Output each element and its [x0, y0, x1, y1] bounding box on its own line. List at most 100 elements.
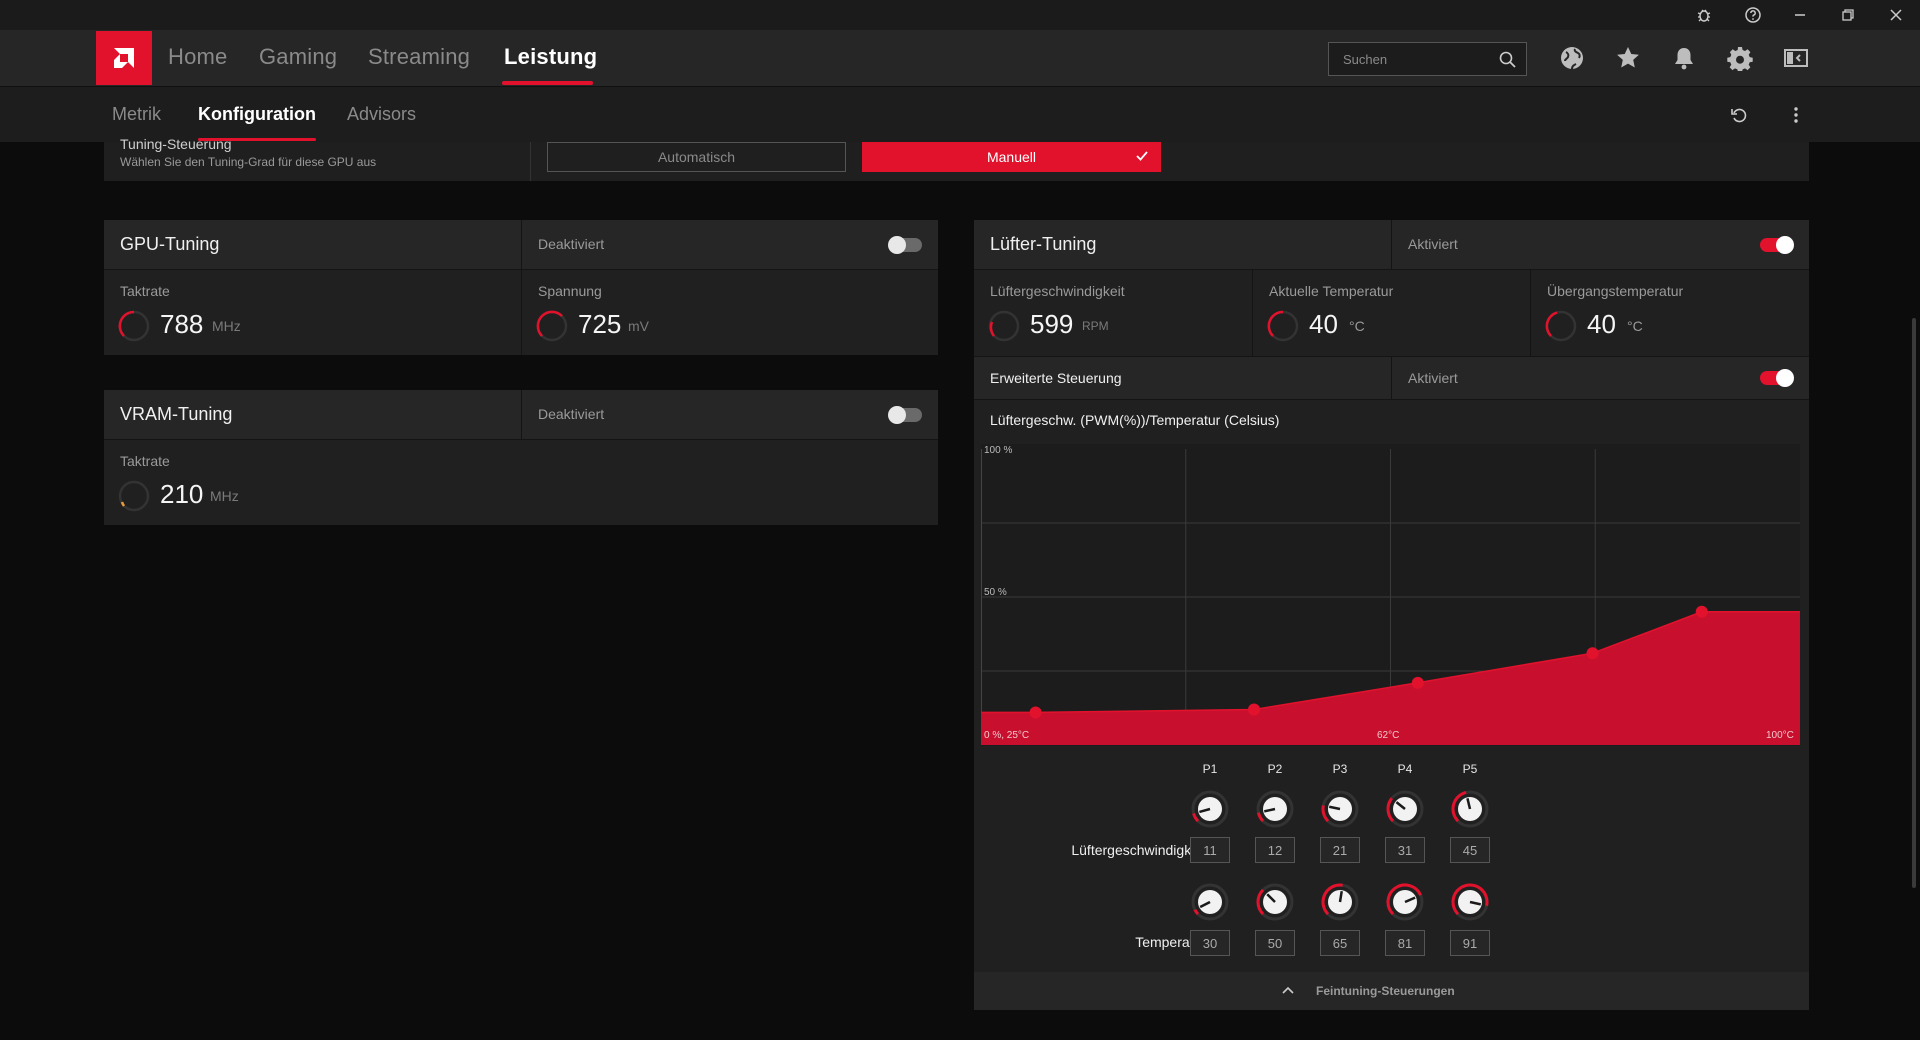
divider	[1391, 357, 1392, 399]
nav-tab-streaming[interactable]: Streaming	[368, 44, 471, 69]
help-icon[interactable]	[1741, 3, 1765, 27]
automatic-button-label: Automatisch	[657, 149, 736, 165]
fan-speed-knob-p2[interactable]	[1255, 789, 1295, 829]
point-label-p3: P3	[1332, 762, 1348, 776]
junction-temp-gauge-icon	[1545, 310, 1577, 342]
tuning-control-subtitle: Wählen Sie den Tuning-Grad für diese GPU…	[120, 155, 377, 169]
point-label-p4: P4	[1397, 762, 1413, 776]
scrollbar[interactable]	[1912, 318, 1916, 888]
fan-speed-label: Lüftergeschwindigkeit	[990, 283, 1125, 299]
vram-clock-gauge-icon	[118, 480, 150, 512]
bug-icon[interactable]	[1692, 3, 1716, 27]
fan-speed-unit: RPM	[1082, 319, 1109, 333]
divider	[1391, 220, 1392, 269]
manual-button-label: Manuell	[986, 149, 1037, 165]
temperature-knob-p1[interactable]	[1190, 882, 1230, 922]
sub-navigation: Metrik Konfiguration Advisors	[0, 86, 1920, 142]
automatic-button[interactable]: Automatisch	[547, 142, 846, 172]
tuning-control-panel: Tuning-Steuerung Wählen Sie den Tuning-G…	[104, 136, 1809, 181]
fan-speed-knob-p5[interactable]	[1450, 789, 1490, 829]
fan-curve-point-4[interactable]	[1586, 647, 1599, 660]
point-label-p5: P5	[1462, 762, 1478, 776]
chevron-up-icon[interactable]	[1280, 983, 1296, 999]
vram-tuning-toggle[interactable]	[888, 406, 922, 424]
nav-tab-gaming[interactable]: Gaming	[259, 44, 338, 69]
nav-tab-home[interactable]: Home	[168, 44, 228, 69]
search-icon[interactable]	[1498, 50, 1518, 70]
fan-speed-row-label: Lüftergeschwindigkeit	[1071, 842, 1206, 858]
temperature-knob-p4[interactable]	[1385, 882, 1425, 922]
bell-icon[interactable]	[1670, 44, 1698, 72]
fan-speed-value-p1[interactable]: 11	[1190, 837, 1230, 863]
nav-tab-leistung[interactable]: Leistung	[504, 44, 598, 69]
temperature-knob-p2[interactable]	[1255, 882, 1295, 922]
divider	[104, 269, 938, 270]
temperature-value-p3[interactable]: 65	[1320, 930, 1360, 956]
fan-tuning-toggle[interactable]	[1760, 236, 1794, 254]
advanced-control-toggle[interactable]	[1760, 369, 1794, 387]
fan-speed-value-p2[interactable]: 12	[1255, 837, 1295, 863]
fan-tuning-status: Aktiviert	[1408, 236, 1458, 252]
fan-curve-point-3[interactable]	[1411, 676, 1424, 689]
toggle-knob	[1776, 369, 1794, 387]
divider	[1252, 269, 1253, 356]
point-label-p2: P2	[1267, 762, 1283, 776]
fan-speed-gauge-icon	[988, 310, 1020, 342]
fan-speed-value-p4[interactable]: 31	[1385, 837, 1425, 863]
more-vertical-icon[interactable]	[1784, 103, 1808, 127]
advanced-control-row: Erweiterte Steuerung Aktiviert	[974, 357, 1809, 399]
subtab-konfiguration[interactable]: Konfiguration	[198, 104, 316, 124]
search-box[interactable]: Suchen	[1328, 42, 1527, 76]
close-icon[interactable]	[1884, 3, 1908, 27]
globe-icon[interactable]	[1558, 44, 1586, 72]
junction-temp-label: Übergangstemperatur	[1547, 283, 1684, 299]
manual-button[interactable]: Manuell	[862, 142, 1161, 172]
vram-tuning-card: VRAM-Tuning Deaktiviert Taktrate 210 MHz	[104, 390, 938, 525]
search-input[interactable]: Suchen	[1343, 52, 1388, 67]
fan-curve-point-1[interactable]	[1029, 706, 1042, 719]
gear-icon[interactable]	[1726, 44, 1754, 72]
fine-tuning-bar[interactable]: Feintuning-Steuerungen	[974, 972, 1809, 1010]
divider	[530, 142, 531, 181]
toggle-knob	[888, 406, 906, 424]
fan-speed-knob-p3[interactable]	[1320, 789, 1360, 829]
divider	[104, 439, 938, 440]
temperature-value-p2[interactable]: 50	[1255, 930, 1295, 956]
divider	[974, 269, 1809, 270]
fan-speed-value-p5[interactable]: 45	[1450, 837, 1490, 863]
minimize-icon[interactable]	[1788, 3, 1812, 27]
temperature-value-p4[interactable]: 81	[1385, 930, 1425, 956]
divider	[521, 220, 522, 355]
gpu-clock-unit: MHz	[212, 318, 241, 334]
subtab-advisors[interactable]: Advisors	[347, 104, 417, 124]
fan-speed-value-p3[interactable]: 21	[1320, 837, 1360, 863]
current-temp-value: 40	[1309, 309, 1338, 339]
temperature-knob-p5[interactable]	[1450, 882, 1490, 922]
gpu-voltage-label: Spannung	[538, 283, 602, 299]
gpu-clock-gauge-icon	[118, 310, 150, 342]
current-temp-gauge-icon	[1267, 310, 1299, 342]
gpu-clock-label: Taktrate	[120, 283, 170, 299]
fan-curve-point-2[interactable]	[1248, 703, 1260, 716]
reset-icon[interactable]	[1727, 103, 1751, 127]
active-subtab-indicator	[198, 138, 316, 141]
fan-curve-chart[interactable]: 100 % 50 % 0 %, 25°C 62°C 100°C	[981, 444, 1800, 746]
restore-icon[interactable]	[1836, 3, 1860, 27]
layout-icon[interactable]	[1782, 44, 1810, 72]
star-icon[interactable]	[1614, 44, 1642, 72]
temperature-value-p5[interactable]: 91	[1450, 930, 1490, 956]
amd-logo-icon[interactable]	[96, 31, 152, 85]
temperature-value-p1[interactable]: 30	[1190, 930, 1230, 956]
temperature-row-label: Temperatur	[1135, 934, 1206, 950]
toggle-knob	[888, 236, 906, 254]
gpu-voltage-unit: mV	[628, 318, 649, 334]
subtab-metrik[interactable]: Metrik	[112, 104, 161, 124]
fan-speed-knob-p4[interactable]	[1385, 789, 1425, 829]
fan-speed-knob-p1[interactable]	[1190, 789, 1230, 829]
fan-curve-point-5[interactable]	[1695, 605, 1708, 618]
temperature-knob-p3[interactable]	[1320, 882, 1360, 922]
tuning-control-title: Tuning-Steuerung	[120, 136, 232, 152]
fan-speed-value: 599	[1030, 309, 1074, 339]
gpu-tuning-toggle[interactable]	[888, 236, 922, 254]
fan-curve-svg[interactable]	[981, 444, 1800, 746]
